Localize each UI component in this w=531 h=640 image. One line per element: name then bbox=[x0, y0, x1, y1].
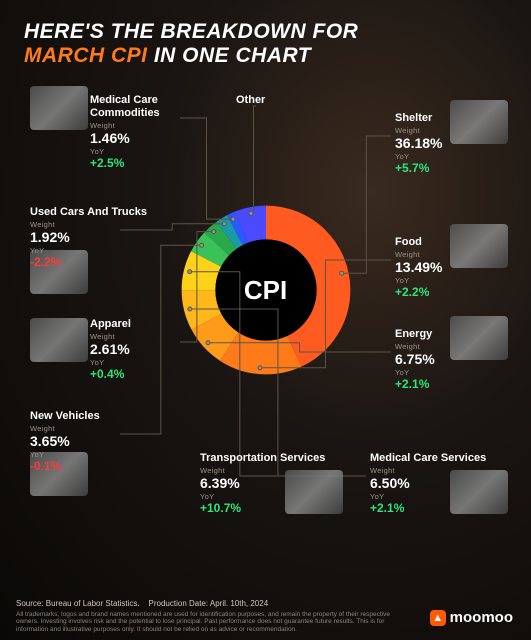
connector-dot-newveh bbox=[200, 243, 204, 247]
weight-sub: Weight bbox=[395, 342, 435, 351]
weight-value: 6.75% bbox=[395, 351, 435, 368]
yoy-value: +2.1% bbox=[395, 377, 435, 391]
info-label: Medical Care Services bbox=[370, 452, 486, 465]
connector-apparel bbox=[180, 232, 214, 342]
info-label: Other bbox=[236, 94, 265, 107]
info-other: Other bbox=[236, 94, 265, 108]
info-label: Medical Care Commodities bbox=[90, 94, 220, 120]
connector-trans bbox=[190, 272, 290, 476]
footer-source: Source: Bureau of Labor Statistics. Prod… bbox=[16, 599, 515, 609]
connector-other bbox=[251, 106, 256, 213]
weight-value: 6.50% bbox=[370, 475, 486, 492]
yoy-value: +5.7% bbox=[395, 161, 442, 175]
yoy-sub: YoY bbox=[90, 147, 220, 156]
connector-dot-food bbox=[258, 366, 262, 370]
footer-prod-date: Production Date: April. 10th, 2024 bbox=[149, 599, 269, 608]
weight-value: 13.49% bbox=[395, 259, 442, 276]
connector-dot-other bbox=[249, 211, 253, 215]
weight-value: 1.46% bbox=[90, 130, 220, 147]
footer-source-text: Source: Bureau of Labor Statistics. bbox=[16, 599, 140, 608]
weight-value: 36.18% bbox=[395, 135, 442, 152]
yoy-sub: YoY bbox=[30, 246, 147, 255]
connector-dot-apparel bbox=[212, 230, 216, 234]
info-medsvc: Medical Care ServicesWeight6.50%YoY+2.1% bbox=[370, 452, 486, 515]
weight-value: 1.92% bbox=[30, 229, 147, 246]
weight-sub: Weight bbox=[395, 250, 442, 259]
connector-dot-energy bbox=[206, 341, 210, 345]
info-label: Apparel bbox=[90, 318, 131, 331]
yoy-sub: YoY bbox=[370, 492, 486, 501]
food-icon bbox=[450, 224, 508, 268]
yoy-value: -2.2% bbox=[30, 255, 147, 269]
weight-sub: Weight bbox=[30, 220, 147, 229]
yoy-sub: YoY bbox=[395, 276, 442, 285]
yoy-sub: YoY bbox=[90, 358, 131, 367]
weight-value: 3.65% bbox=[30, 433, 100, 450]
info-medcom: Medical Care CommoditiesWeight1.46%YoY+2… bbox=[90, 94, 220, 171]
brand-logo: ▲ moomoo bbox=[430, 609, 513, 626]
connector-dot-usedcar bbox=[222, 222, 226, 226]
medcom-icon bbox=[30, 86, 88, 130]
info-label: Shelter bbox=[395, 112, 442, 125]
connector-dot-shelter bbox=[340, 271, 344, 275]
info-label: New Vehicles bbox=[30, 410, 100, 423]
weight-value: 6.39% bbox=[200, 475, 325, 492]
yoy-sub: YoY bbox=[30, 450, 100, 459]
info-label: Food bbox=[395, 236, 442, 249]
energy-icon bbox=[450, 316, 508, 360]
yoy-sub: YoY bbox=[200, 492, 325, 501]
connector-dot-trans bbox=[188, 270, 192, 274]
yoy-sub: YoY bbox=[395, 152, 442, 161]
yoy-value: +2.1% bbox=[370, 501, 486, 515]
brand-icon: ▲ bbox=[430, 610, 446, 626]
info-apparel: ApparelWeight2.61%YoY+0.4% bbox=[90, 318, 131, 381]
yoy-value: +2.5% bbox=[90, 156, 220, 170]
connector-energy bbox=[208, 343, 391, 352]
connector-shelter bbox=[342, 136, 391, 273]
shelter-icon bbox=[450, 100, 508, 144]
info-label: Transportation Services bbox=[200, 452, 325, 465]
yoy-value: -0.1% bbox=[30, 459, 100, 473]
weight-sub: Weight bbox=[90, 332, 131, 341]
apparel-icon bbox=[30, 318, 88, 362]
weight-sub: Weight bbox=[30, 424, 100, 433]
weight-sub: Weight bbox=[90, 121, 220, 130]
yoy-value: +2.2% bbox=[395, 285, 442, 299]
brand-name: moomoo bbox=[450, 609, 513, 626]
connector-medsvc bbox=[190, 309, 366, 476]
info-energy: EnergyWeight6.75%YoY+2.1% bbox=[395, 328, 435, 391]
info-usedcar: Used Cars And TrucksWeight1.92%YoY-2.2% bbox=[30, 206, 147, 269]
info-trans: Transportation ServicesWeight6.39%YoY+10… bbox=[200, 452, 325, 515]
weight-value: 2.61% bbox=[90, 341, 131, 358]
info-newveh: New VehiclesWeight3.65%YoY-0.1% bbox=[30, 410, 100, 473]
weight-sub: Weight bbox=[395, 126, 442, 135]
info-food: FoodWeight13.49%YoY+2.2% bbox=[395, 236, 442, 299]
weight-sub: Weight bbox=[200, 466, 325, 475]
yoy-value: +10.7% bbox=[200, 501, 325, 515]
connector-dot-medcom bbox=[231, 217, 235, 221]
connector-dot-medsvc bbox=[188, 307, 192, 311]
yoy-sub: YoY bbox=[395, 368, 435, 377]
info-label: Energy bbox=[395, 328, 435, 341]
footer-disclaimer: All trademarks, logos and brand names me… bbox=[16, 611, 396, 634]
info-label: Used Cars And Trucks bbox=[30, 206, 147, 219]
weight-sub: Weight bbox=[370, 466, 486, 475]
info-shelter: ShelterWeight36.18%YoY+5.7% bbox=[395, 112, 442, 175]
yoy-value: +0.4% bbox=[90, 367, 131, 381]
